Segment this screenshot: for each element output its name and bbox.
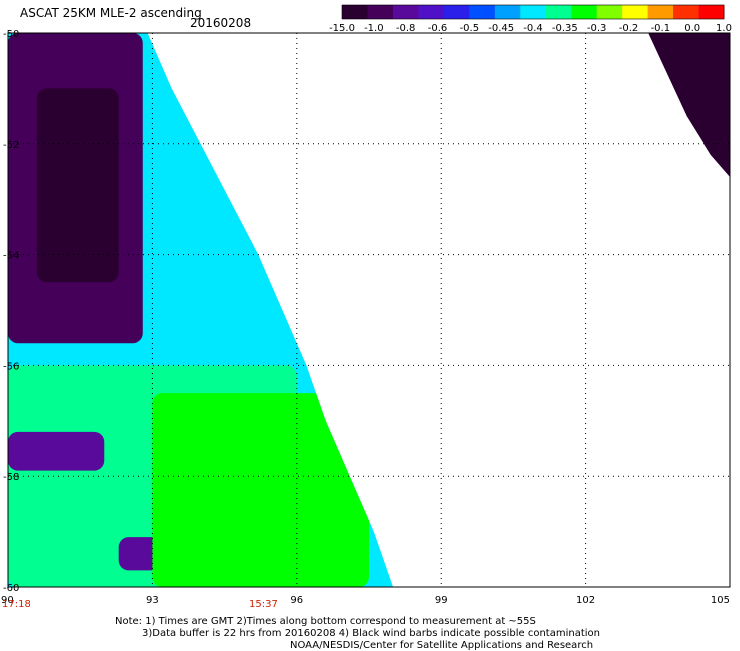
colorbar-label: 1.0 <box>716 23 732 34</box>
chart-title: ASCAT 25KM MLE-2 ascending <box>20 6 202 20</box>
note-line-1: Note: 1) Times are GMT 2)Times along bot… <box>115 616 536 627</box>
colorbar-label: -0.8 <box>396 23 416 34</box>
colorbar-frame <box>341 4 725 20</box>
colorbar-label: -0.1 <box>651 23 671 34</box>
colorbar-label: -0.3 <box>587 23 607 34</box>
colorbar-segment <box>520 5 547 19</box>
colorbar-segment <box>698 5 725 19</box>
time-label-mid: 15:37 <box>249 599 278 610</box>
colorbar-label: -0.35 <box>552 23 578 34</box>
colorbar-label: -0.4 <box>523 23 543 34</box>
x-tick-label: 105 <box>711 595 730 606</box>
colorbar-segment <box>469 5 496 19</box>
left-swath <box>8 33 394 587</box>
right-swath <box>648 33 730 178</box>
colorbar-segment <box>418 5 445 19</box>
colorbar-segment <box>673 5 700 19</box>
grid-lines <box>7 32 731 588</box>
axis-ticks: 90 93 96 99 102 105 -50 -52 -54 -56 -58 -60 <box>1 29 730 606</box>
colorbar-label: -15.0 <box>329 23 355 34</box>
y-tick-label: -50 <box>3 29 19 40</box>
colorbar: -15.0 -1.0 -0.8 -0.6 -0.5 -0.45 -0.4 -0.35 -0.3 -… <box>329 4 732 34</box>
colorbar-label: 0.0 <box>684 23 700 34</box>
colorbar-segment <box>622 5 649 19</box>
colorbar-segment <box>443 5 470 19</box>
y-tick-label: -54 <box>3 251 19 262</box>
colorbar-segment <box>392 5 419 19</box>
y-tick-label: -52 <box>3 140 19 151</box>
time-label-left: 17:18 <box>2 599 31 610</box>
colorbar-label: -0.5 <box>460 23 480 34</box>
chart-date: 20160208 <box>190 16 252 30</box>
plot-area <box>8 33 730 587</box>
colorbar-label: -0.2 <box>619 23 639 34</box>
colorbar-segment <box>545 5 572 19</box>
colorbar-segment <box>596 5 623 19</box>
x-tick-label: 99 <box>435 595 448 606</box>
note-line-2: 3)Data buffer is 22 hrs from 20160208 4)… <box>142 628 600 639</box>
swath-field-region <box>36 88 119 283</box>
colorbar-label: -1.0 <box>364 23 384 34</box>
y-tick-label: -58 <box>3 472 19 483</box>
note-line-3: NOAA/NESDIS/Center for Satellite Applica… <box>290 640 594 651</box>
x-tick-label: 102 <box>576 595 595 606</box>
swath-field-region <box>8 431 105 471</box>
swath-field-region <box>152 393 369 587</box>
colorbar-segment <box>494 5 521 19</box>
y-tick-label: -60 <box>3 583 19 594</box>
x-tick-label: 96 <box>290 595 303 606</box>
y-tick-label: -56 <box>3 361 19 372</box>
colorbar-segment <box>571 5 598 19</box>
x-tick-label: 90 <box>1 595 14 606</box>
colorbar-segment <box>367 5 394 19</box>
colorbar-label: -0.45 <box>488 23 514 34</box>
colorbar-segment <box>647 5 674 19</box>
colorbar-segment <box>342 5 368 19</box>
x-tick-label: 93 <box>146 595 159 606</box>
colorbar-label: -0.6 <box>428 23 448 34</box>
